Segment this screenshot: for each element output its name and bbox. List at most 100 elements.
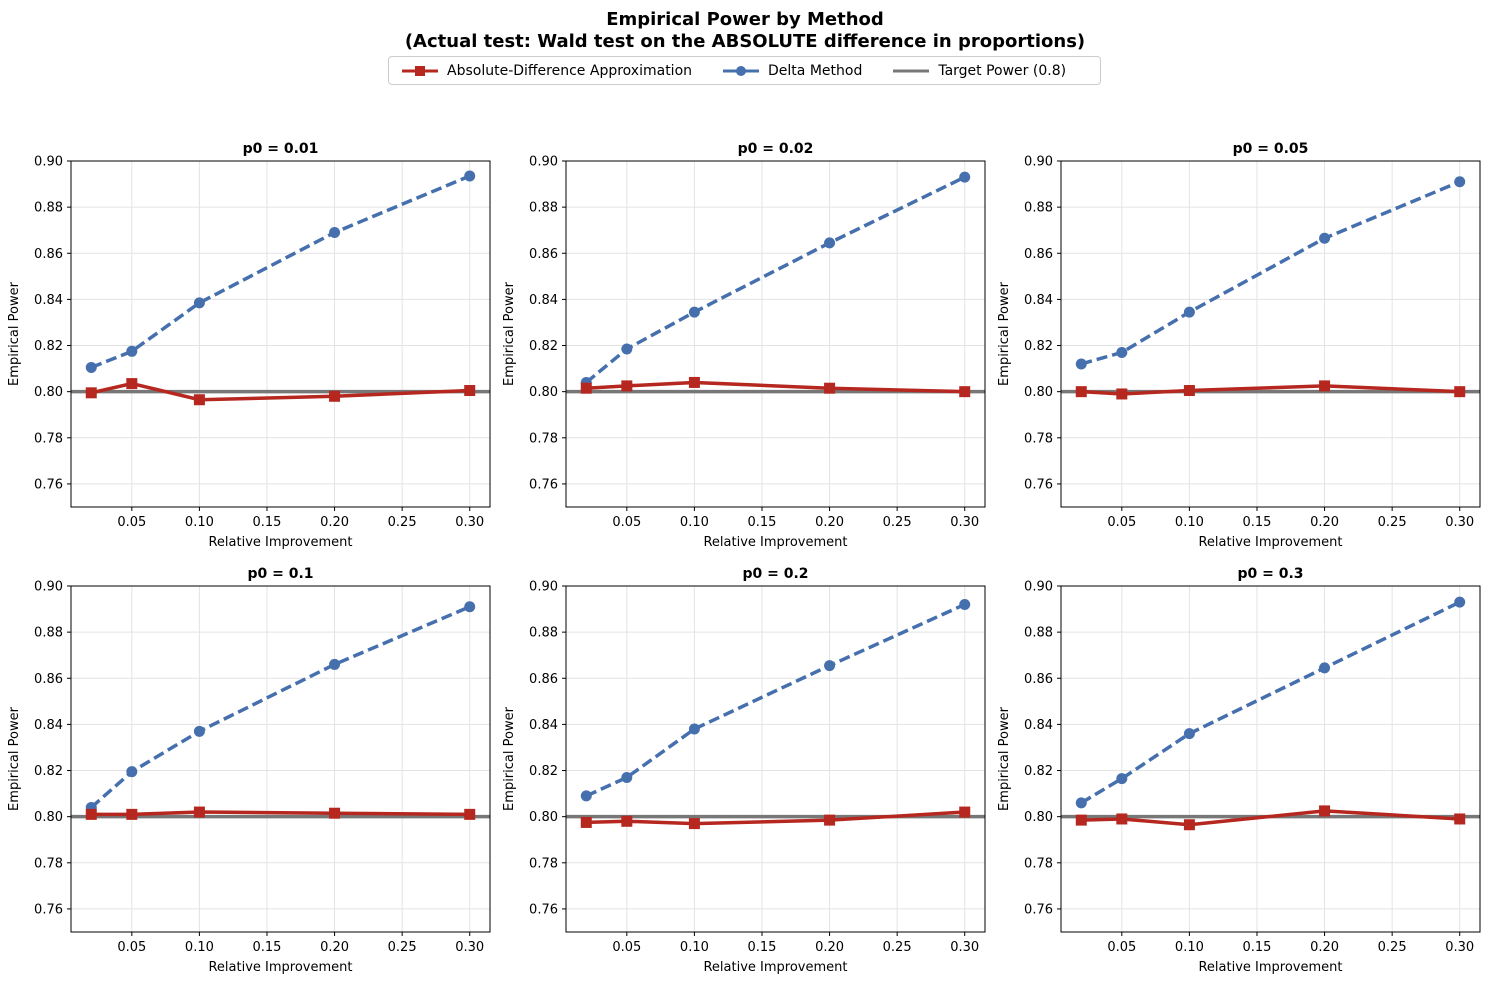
x-axis-label: Relative Improvement	[703, 535, 847, 550]
delta-method-point	[824, 237, 836, 249]
figure-title: Empirical Power by Method	[606, 9, 884, 30]
y-tick-label: 0.78	[1024, 431, 1053, 446]
delta-method-point	[959, 598, 971, 610]
figure-subtitle: (Actual test: Wald test on the ABSOLUTE …	[404, 31, 1086, 52]
x-tick-label: 0.15	[253, 940, 282, 955]
x-tick-label: 0.30	[1445, 940, 1474, 955]
y-axis-label: Empirical Power	[997, 706, 1012, 811]
axes-frame	[70, 160, 491, 508]
y-tick-label: 0.76	[529, 477, 558, 492]
y-tick-label: 0.82	[1024, 764, 1053, 779]
x-tick-label: 0.10	[1175, 940, 1204, 955]
absolute-difference-point	[85, 808, 97, 820]
subplot-title: p0 = 0.2	[742, 566, 808, 582]
x-tick-label: 0.10	[680, 515, 709, 530]
legend-swatch-circle-marker	[723, 65, 760, 76]
y-tick-label: 0.86	[529, 247, 558, 262]
absolute-difference-point	[1319, 805, 1331, 817]
x-tick-label: 0.05	[117, 515, 146, 530]
y-tick-label: 0.80	[529, 385, 558, 400]
subplot: 0.05 0.10 0.15 0.20 0.25 0.30 0.76 0.78 0.80 0.82…	[997, 141, 1481, 550]
x-tick-label: 0.05	[1107, 515, 1136, 530]
subplot-title: p0 = 0.3	[1237, 566, 1303, 582]
absolute-difference-point	[329, 390, 341, 402]
delta-method-point	[1454, 176, 1466, 188]
x-axis-label: Relative Improvement	[208, 960, 352, 975]
delta-method-point	[621, 343, 633, 355]
x-tick-label: 0.20	[815, 515, 844, 530]
absolute-difference-point	[621, 815, 633, 827]
delta-method-point	[1319, 232, 1331, 244]
axes-frame	[70, 585, 491, 933]
absolute-difference-point	[959, 386, 971, 398]
y-tick-label: 0.86	[1024, 672, 1053, 687]
y-tick-label: 0.84	[1024, 293, 1053, 308]
x-axis-label: Relative Improvement	[1198, 535, 1342, 550]
legend-swatch-line	[893, 69, 930, 72]
y-tick-label: 0.80	[529, 810, 558, 825]
y-axis-label: Empirical Power	[7, 281, 22, 386]
delta-method-point	[193, 725, 205, 737]
absolute-difference-line	[91, 810, 470, 817]
x-tick-label: 0.10	[1175, 515, 1204, 530]
y-tick-label: 0.82	[529, 339, 558, 354]
y-axis-label: Empirical Power	[502, 281, 517, 386]
y-tick-label: 0.84	[1024, 718, 1053, 733]
absolute-difference-point	[1075, 386, 1087, 398]
absolute-difference-point	[688, 818, 700, 830]
subplot: 0.05 0.10 0.15 0.20 0.25 0.30 0.76 0.78 0.80 0.82…	[502, 566, 986, 975]
y-tick-label: 0.88	[34, 626, 63, 641]
x-axis-label: Relative Improvement	[1198, 960, 1342, 975]
absolute-difference-point	[193, 394, 205, 406]
subplot-title: p0 = 0.02	[738, 141, 814, 157]
axes-frame	[1060, 585, 1481, 933]
absolute-difference-point	[1116, 813, 1128, 825]
delta-method-point	[329, 658, 341, 670]
delta-method-point	[1075, 797, 1087, 809]
y-tick-label: 0.78	[34, 856, 63, 871]
x-tick-label: 0.05	[1107, 940, 1136, 955]
absolute-difference-point	[1454, 813, 1466, 825]
subplot: 0.05 0.10 0.15 0.20 0.25 0.30 0.76 0.78 0.80 0.82…	[7, 141, 491, 550]
absolute-difference-point	[193, 806, 205, 818]
x-tick-label: 0.30	[1445, 515, 1474, 530]
x-tick-label: 0.15	[748, 515, 777, 530]
delta-method-line	[90, 605, 471, 809]
delta-method-point	[329, 227, 341, 239]
axes-frame	[1060, 160, 1481, 508]
y-tick-label: 0.90	[34, 155, 63, 170]
x-tick-label: 0.25	[883, 940, 912, 955]
x-tick-label: 0.25	[1378, 940, 1407, 955]
y-tick-label: 0.78	[1024, 856, 1053, 871]
y-tick-label: 0.76	[529, 902, 558, 917]
subplot-title: p0 = 0.05	[1233, 141, 1309, 157]
y-tick-label: 0.80	[34, 385, 63, 400]
y-axis-label: Empirical Power	[7, 706, 22, 811]
absolute-difference-point	[329, 807, 341, 819]
delta-method-point	[464, 601, 476, 613]
delta-method-point	[193, 297, 205, 309]
subplot: 0.05 0.10 0.15 0.20 0.25 0.30 0.76 0.78 0.80 0.82…	[7, 566, 491, 975]
absolute-difference-point	[1116, 388, 1128, 400]
absolute-difference-point	[1319, 380, 1331, 392]
delta-method-point	[1454, 596, 1466, 608]
y-tick-label: 0.82	[529, 764, 558, 779]
y-tick-label: 0.76	[34, 902, 63, 917]
delta-method-point	[126, 766, 138, 778]
delta-method-line	[585, 175, 966, 384]
delta-method-point	[85, 361, 97, 373]
delta-method-point	[126, 345, 138, 357]
y-tick-label: 0.86	[1024, 247, 1053, 262]
absolute-difference-point	[85, 387, 97, 399]
absolute-difference-point	[824, 814, 836, 826]
absolute-difference-point	[126, 808, 138, 820]
legend-item-target-power: Target Power (0.8)	[892, 63, 1066, 79]
y-tick-label: 0.76	[34, 477, 63, 492]
legend-item-delta-method: Delta Method	[722, 63, 862, 79]
y-tick-label: 0.76	[1024, 902, 1053, 917]
legend: Absolute-Difference Approximation Delta …	[388, 56, 1101, 85]
y-tick-label: 0.84	[529, 718, 558, 733]
y-axis-label: Empirical Power	[502, 706, 517, 811]
x-axis-label: Relative Improvement	[703, 960, 847, 975]
